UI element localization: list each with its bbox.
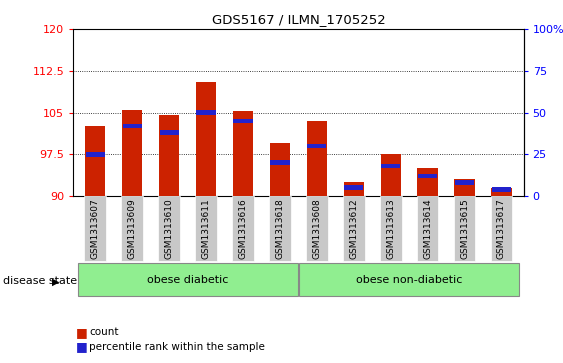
Bar	[307, 121, 327, 196]
Bar	[233, 111, 253, 196]
Title: GDS5167 / ILMN_1705252: GDS5167 / ILMN_1705252	[212, 13, 385, 26]
Bar	[195, 196, 217, 261]
Bar	[418, 174, 437, 178]
Text: GSM1313616: GSM1313616	[239, 198, 248, 259]
Bar	[270, 143, 290, 196]
Bar	[343, 182, 364, 196]
Text: percentile rank within the sample: percentile rank within the sample	[89, 342, 265, 352]
Bar	[85, 126, 105, 196]
Text: GSM1313614: GSM1313614	[423, 198, 432, 259]
Bar	[455, 180, 474, 185]
Text: GSM1313611: GSM1313611	[202, 198, 211, 259]
Bar	[269, 196, 291, 261]
Bar	[196, 82, 216, 196]
Text: obese non-diabetic: obese non-diabetic	[356, 274, 462, 285]
Bar	[454, 179, 475, 196]
Text: GSM1313613: GSM1313613	[386, 198, 395, 259]
Bar	[122, 196, 143, 261]
Text: GSM1313607: GSM1313607	[91, 198, 100, 259]
Text: ■: ■	[76, 340, 88, 353]
Text: GSM1313608: GSM1313608	[312, 198, 321, 259]
Bar	[381, 164, 400, 168]
Bar	[492, 187, 511, 192]
Bar	[307, 144, 327, 148]
Bar	[232, 196, 254, 261]
Text: GSM1313617: GSM1313617	[497, 198, 506, 259]
Text: count: count	[89, 327, 118, 337]
Bar	[123, 124, 142, 128]
Bar	[159, 115, 180, 196]
Bar	[159, 130, 179, 135]
Text: GSM1313612: GSM1313612	[349, 198, 358, 259]
Bar	[86, 152, 105, 156]
Bar	[299, 263, 519, 296]
Bar	[78, 263, 298, 296]
Text: ▶: ▶	[52, 276, 59, 286]
Bar	[234, 119, 253, 123]
Text: GSM1313618: GSM1313618	[275, 198, 284, 259]
Bar	[417, 196, 439, 261]
Bar	[122, 110, 142, 196]
Bar	[84, 196, 106, 261]
Text: GSM1313615: GSM1313615	[460, 198, 469, 259]
Bar	[490, 196, 512, 261]
Bar	[270, 160, 289, 165]
Bar	[454, 196, 475, 261]
Bar	[380, 196, 401, 261]
Text: obese diabetic: obese diabetic	[147, 274, 229, 285]
Bar	[344, 185, 363, 190]
Bar	[381, 154, 401, 196]
Bar	[306, 196, 328, 261]
Text: ■: ■	[76, 326, 88, 339]
Text: GSM1313610: GSM1313610	[164, 198, 173, 259]
Text: disease state: disease state	[3, 276, 77, 286]
Bar	[158, 196, 180, 261]
Bar	[491, 188, 512, 196]
Bar	[343, 196, 365, 261]
Bar	[196, 110, 216, 115]
Text: GSM1313609: GSM1313609	[128, 198, 137, 259]
Bar	[417, 168, 438, 196]
